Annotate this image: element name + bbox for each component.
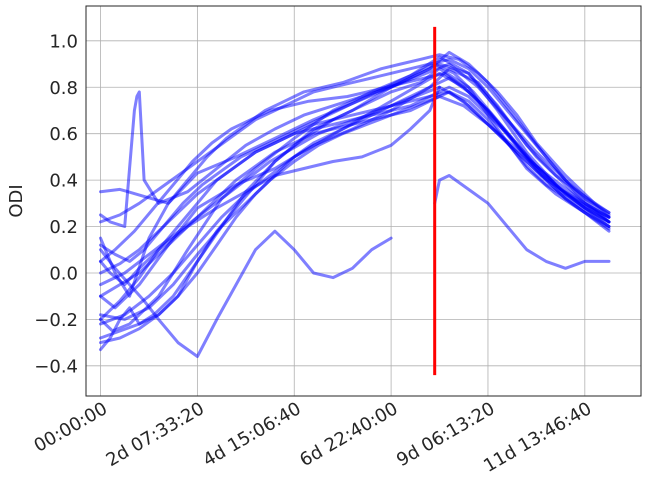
series-line	[99, 53, 611, 298]
y-tick-label: 0.0	[49, 263, 78, 284]
y-tick-label: 0.8	[49, 78, 78, 99]
plot-background	[86, 6, 641, 396]
series-line	[99, 57, 611, 224]
y-tick-label: 0.2	[49, 217, 78, 238]
y-axis-label: ODI	[6, 184, 27, 217]
x-tick-label: 4d 15:06:40	[199, 398, 304, 471]
y-tick-label: 1.0	[49, 31, 78, 52]
x-tick-label: 2d 07:33:20	[103, 398, 208, 471]
y-tick-label: −0.2	[34, 310, 78, 331]
series-line	[99, 55, 611, 333]
y-tick-label: −0.4	[34, 356, 78, 377]
x-tick-label: 00:00:00	[31, 398, 112, 457]
x-tick-label: 11d 13:46:40	[480, 398, 595, 477]
y-tick-labels: −0.4 −0.2 0.0 0.2 0.4 0.6 0.8 1.0	[34, 31, 78, 377]
x-tick-label: 6d 22:40:00	[296, 398, 401, 471]
series-line	[99, 85, 611, 287]
y-tick-label: 0.4	[49, 171, 78, 192]
series-lines	[99, 50, 611, 358]
plot-frame	[85, 5, 642, 397]
series-line	[433, 174, 611, 270]
series-line	[99, 62, 611, 228]
y-tick-label: 0.6	[49, 124, 78, 145]
series-line	[99, 229, 393, 358]
